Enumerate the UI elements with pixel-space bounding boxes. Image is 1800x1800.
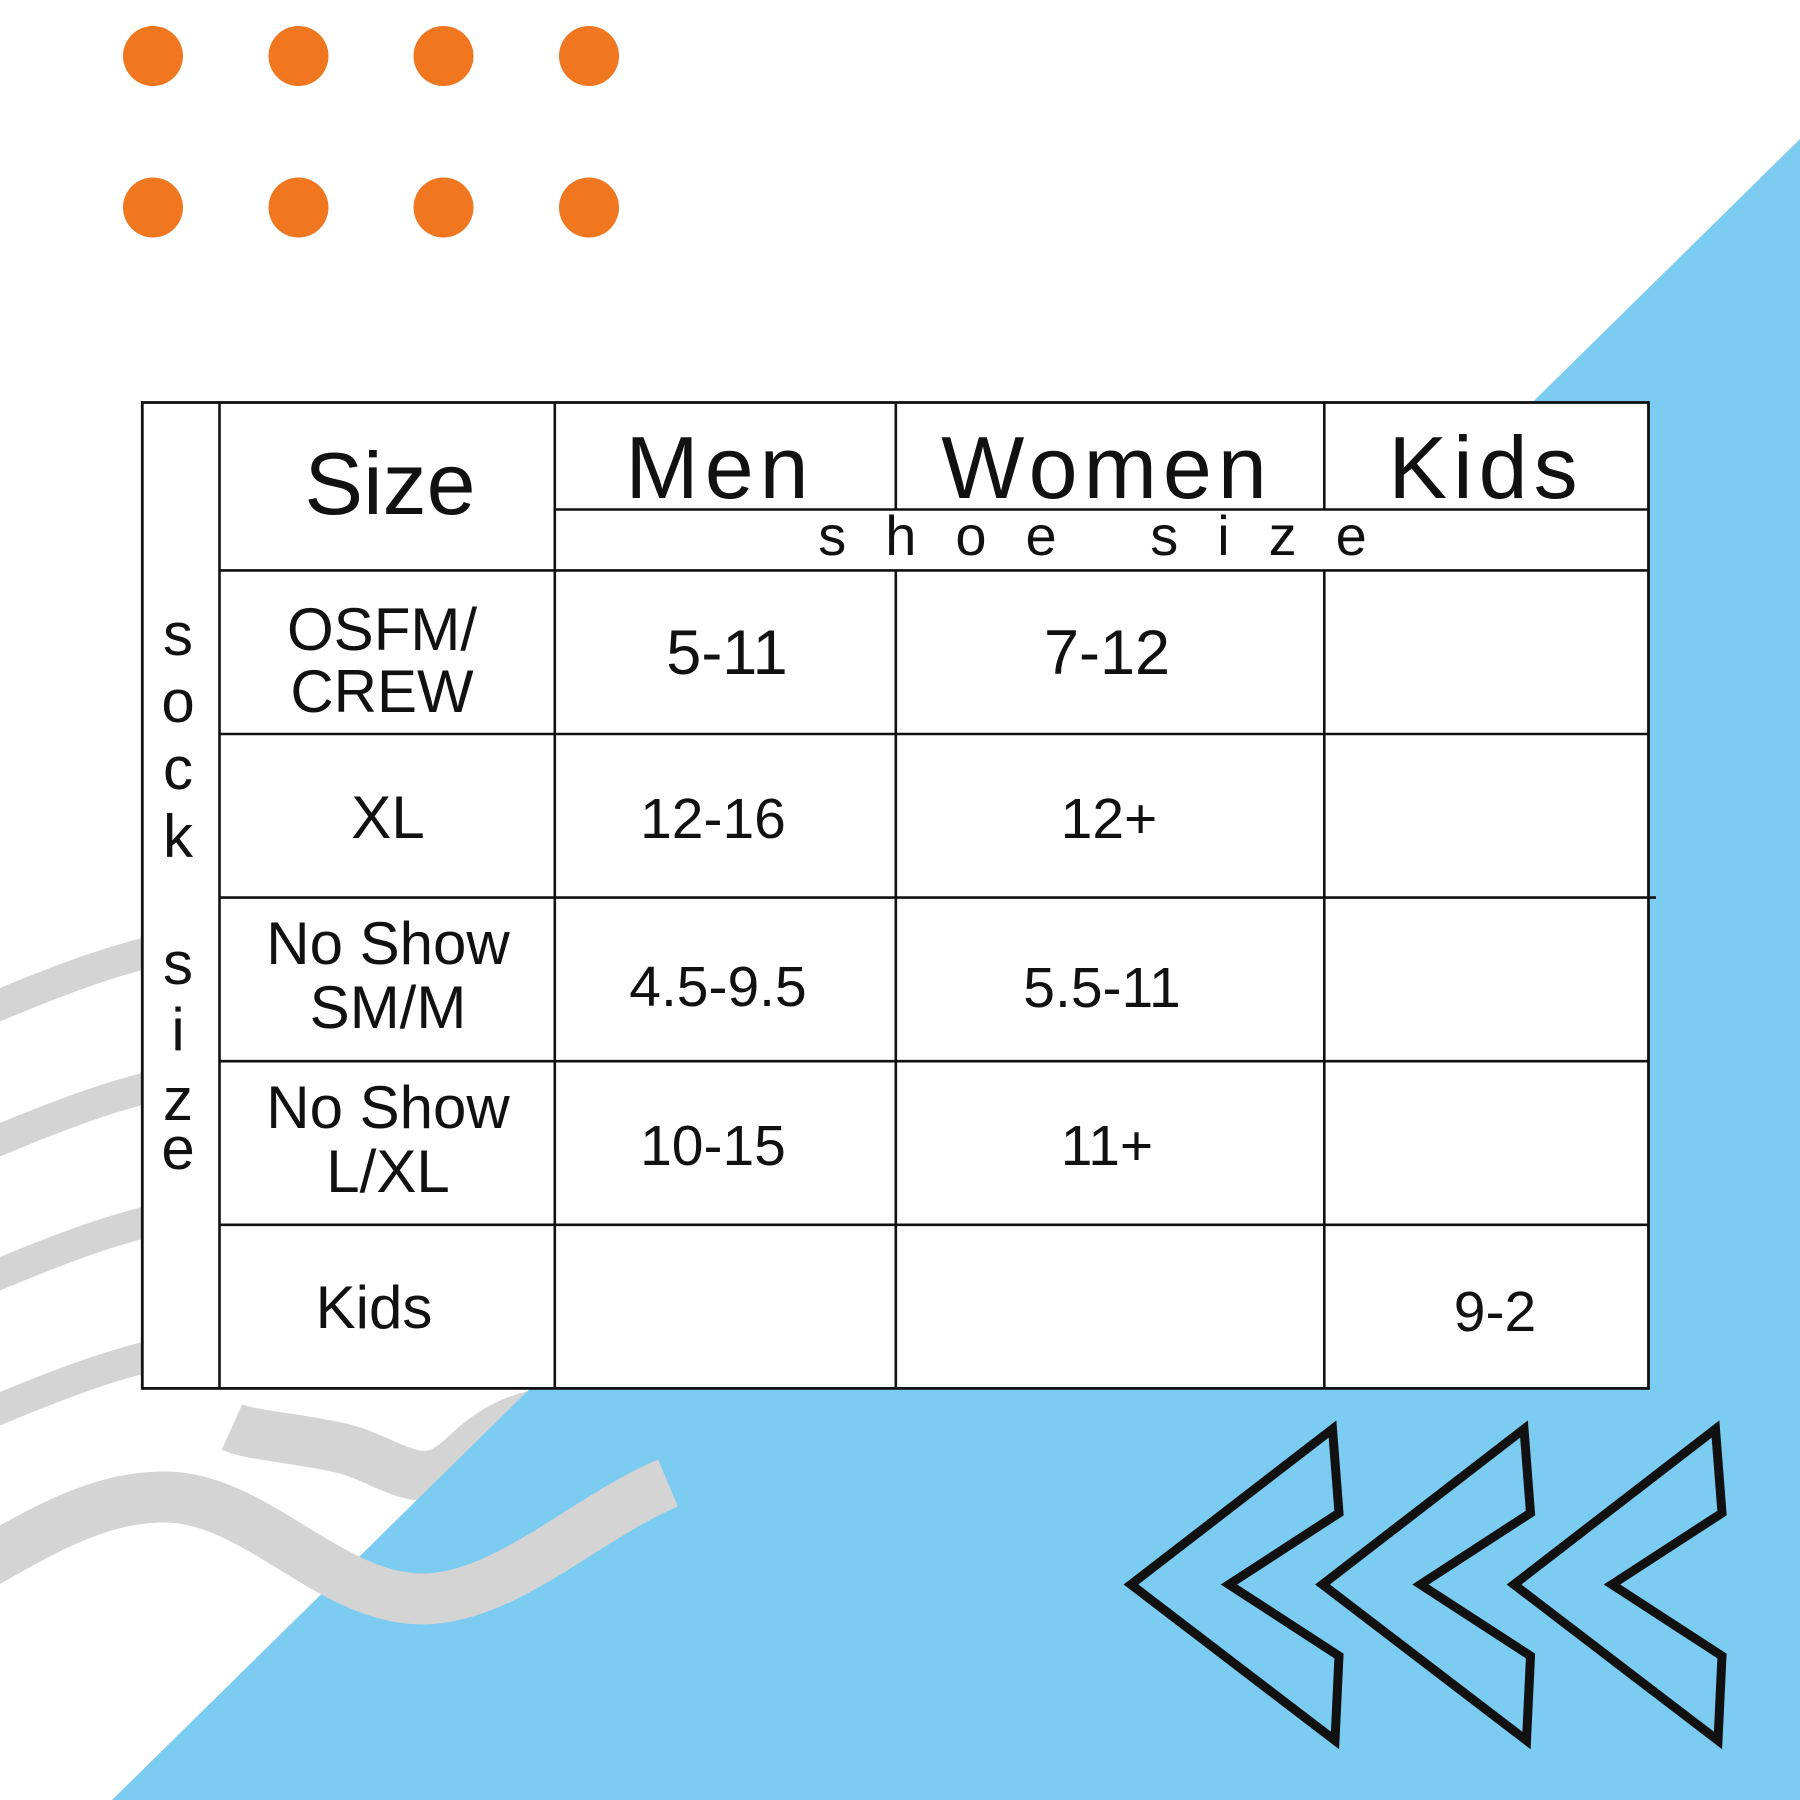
svg-text:XL: XL xyxy=(351,784,424,851)
svg-text:e: e xyxy=(161,1115,194,1182)
svg-text:SM/M: SM/M xyxy=(310,974,467,1041)
svg-text:7-12: 7-12 xyxy=(1044,618,1170,688)
svg-text:Size: Size xyxy=(304,434,475,533)
svg-text:Men: Men xyxy=(625,418,814,517)
svg-text:c: c xyxy=(163,735,193,802)
svg-text:i: i xyxy=(171,996,184,1063)
svg-text:5.5-11: 5.5-11 xyxy=(1023,956,1180,1020)
svg-text:CREW: CREW xyxy=(290,658,474,725)
svg-text:OSFM/: OSFM/ xyxy=(287,596,477,663)
svg-text:9-2: 9-2 xyxy=(1454,1280,1536,1344)
svg-text:12+: 12+ xyxy=(1061,787,1158,851)
svg-text:Women: Women xyxy=(941,418,1273,517)
svg-text:z: z xyxy=(163,1066,193,1133)
svg-text:L/XL: L/XL xyxy=(326,1138,449,1205)
svg-text:5-11: 5-11 xyxy=(666,618,787,688)
svg-text:k: k xyxy=(163,803,194,870)
svg-text:shoe size: shoe size xyxy=(818,504,1406,567)
svg-text:No Show: No Show xyxy=(266,910,510,977)
svg-text:10-15: 10-15 xyxy=(640,1114,786,1178)
svg-text:4.5-9.5: 4.5-9.5 xyxy=(629,955,806,1019)
svg-text:No Show: No Show xyxy=(266,1074,510,1141)
svg-text:12-16: 12-16 xyxy=(640,787,786,851)
svg-text:Kids: Kids xyxy=(1388,418,1583,517)
svg-text:o: o xyxy=(161,668,194,735)
svg-text:11+: 11+ xyxy=(1061,1114,1153,1178)
svg-text:s: s xyxy=(163,930,193,997)
svg-text:s: s xyxy=(163,601,193,668)
svg-text:Kids: Kids xyxy=(316,1274,433,1341)
